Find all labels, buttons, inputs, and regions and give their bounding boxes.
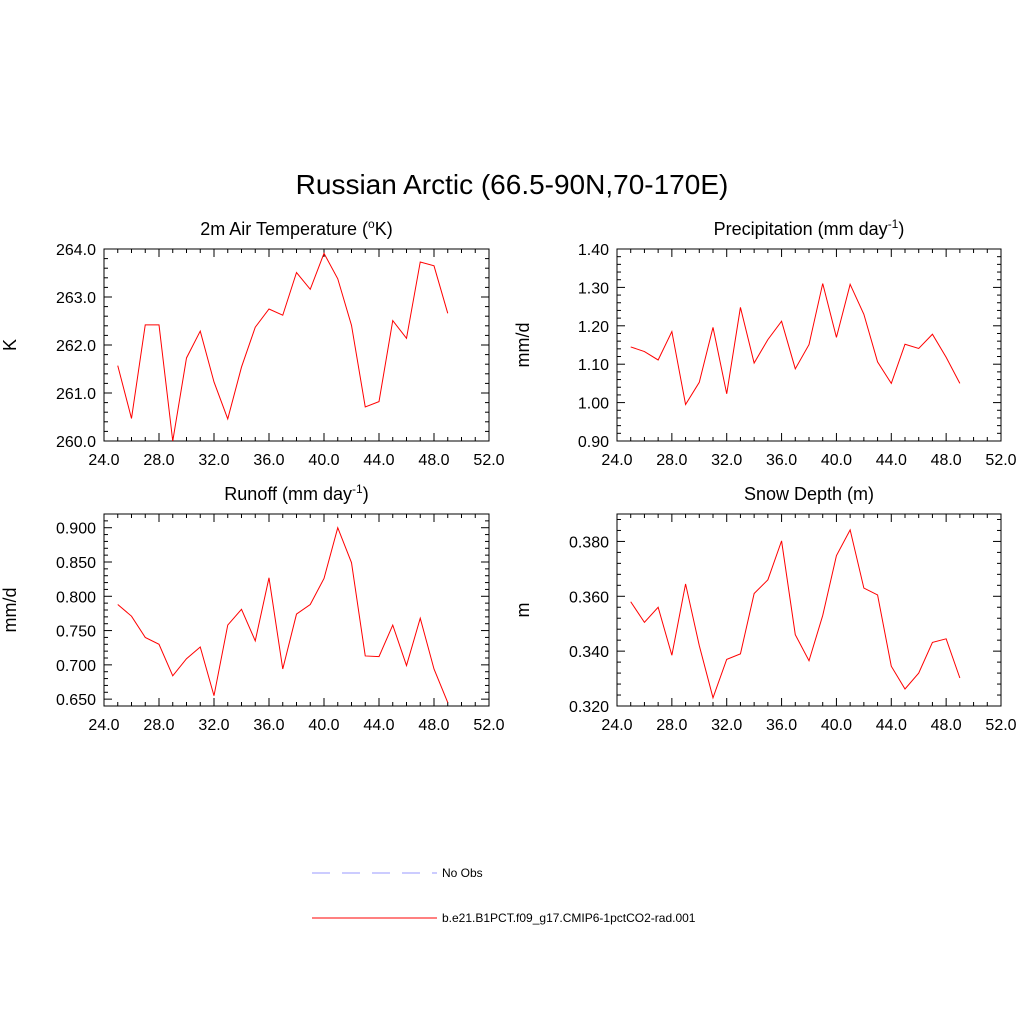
- series-line: [630, 528, 961, 700]
- x-tick-label: 28.0: [143, 717, 174, 734]
- panel-4: Snow Depth (m) 24.0 28.0 32.0 36.0 40.0 44.0 48…: [513, 484, 1017, 734]
- legend-label: No Obs: [442, 866, 483, 880]
- y-tick-label: 263.0: [56, 290, 96, 307]
- x-tick-label: 44.0: [363, 717, 394, 734]
- y-tick-label: 1.30: [578, 280, 609, 297]
- legend-label: b.e21.B1PCT.f09_g17.CMIP6-1pctCO2-rad.00…: [442, 911, 696, 925]
- x-tick-label: 40.0: [821, 452, 852, 469]
- x-tick-label: 24.0: [601, 452, 632, 469]
- x-tick-label: 32.0: [711, 717, 742, 734]
- x-tick-label: 48.0: [418, 717, 449, 734]
- x-tick-label: 44.0: [363, 452, 394, 469]
- x-tick-label: 52.0: [985, 452, 1016, 469]
- x-tick-label: 24.0: [88, 452, 119, 469]
- y-tick-label: 0.320: [569, 699, 609, 716]
- y-tick-label: 1.20: [578, 319, 609, 336]
- x-tick-label: 52.0: [985, 717, 1016, 734]
- series-line: [630, 282, 961, 406]
- y-axis-label: mm/d: [513, 323, 533, 368]
- y-tick-label: 1.40: [578, 242, 609, 259]
- x-tick-label: 32.0: [198, 452, 229, 469]
- panel-2: Precipitation (mm day-1) 24.0 28.0 32.0 36.0…: [513, 217, 1017, 469]
- panel-title: Snow Depth (m): [744, 484, 874, 504]
- y-tick-label: 0.700: [56, 658, 96, 675]
- y-axis-label: mm/d: [0, 588, 20, 633]
- y-tick-label: 0.340: [569, 644, 609, 661]
- y-tick-label: 261.0: [56, 386, 96, 403]
- panel-3: Runoff (mm day-1) 24.0 28.0 32.0 36.0 40.0 44.…: [0, 482, 505, 734]
- x-tick-label: 48.0: [418, 452, 449, 469]
- x-tick-label: 52.0: [473, 452, 504, 469]
- x-tick-label: 36.0: [253, 717, 284, 734]
- x-tick-label: 36.0: [766, 452, 797, 469]
- y-tick-label: 0.650: [56, 692, 96, 709]
- x-tick-label: 44.0: [876, 717, 907, 734]
- x-tick-label: 48.0: [931, 452, 962, 469]
- x-tick-label: 32.0: [711, 452, 742, 469]
- y-tick-label: 1.00: [578, 396, 609, 413]
- x-tick-label: 28.0: [656, 717, 687, 734]
- y-tick-label: 264.0: [56, 242, 96, 259]
- series-line: [117, 252, 449, 442]
- panel-1: 2m Air Temperature (oK) 24.0 28.0 32.0 36.0 4…: [0, 217, 505, 469]
- y-tick-label: 260.0: [56, 434, 96, 451]
- legend: No Obs b.e21.B1PCT.f09_g17.CMIP6-1pctCO2-…: [312, 866, 696, 925]
- y-tick-label: 0.380: [569, 534, 609, 551]
- x-tick-label: 24.0: [601, 717, 632, 734]
- legend-item: b.e21.B1PCT.f09_g17.CMIP6-1pctCO2-rad.00…: [312, 911, 696, 925]
- panel-title: Precipitation (mm day-1): [714, 217, 905, 239]
- x-tick-label: 32.0: [198, 717, 229, 734]
- y-tick-label: 262.0: [56, 338, 96, 355]
- x-tick-label: 28.0: [143, 452, 174, 469]
- x-tick-label: 28.0: [656, 452, 687, 469]
- y-tick-label: 0.900: [56, 521, 96, 538]
- panel-title: 2m Air Temperature (oK): [200, 217, 392, 239]
- x-tick-label: 24.0: [88, 717, 119, 734]
- y-tick-label: 1.10: [578, 357, 609, 374]
- y-tick-label: 0.850: [56, 555, 96, 572]
- y-tick-label: 0.360: [569, 589, 609, 606]
- x-tick-label: 48.0: [931, 717, 962, 734]
- y-tick-label: 0.90: [578, 434, 609, 451]
- y-tick-label: 0.750: [56, 624, 96, 641]
- x-tick-label: 44.0: [876, 452, 907, 469]
- legend-item: No Obs: [312, 866, 483, 880]
- x-tick-label: 40.0: [308, 717, 339, 734]
- figure-title: Russian Arctic (66.5-90N,70-170E): [296, 169, 729, 200]
- y-axis-label: m: [513, 603, 533, 618]
- series-line: [117, 526, 449, 703]
- x-tick-label: 52.0: [473, 717, 504, 734]
- plot-frame: [616, 513, 1002, 707]
- panel-title: Runoff (mm day-1): [224, 482, 368, 504]
- panels: 2m Air Temperature (oK) 24.0 28.0 32.0 36.0 4…: [0, 217, 1017, 734]
- plot-frame: [103, 513, 490, 707]
- x-tick-label: 36.0: [253, 452, 284, 469]
- x-tick-label: 40.0: [821, 717, 852, 734]
- y-axis-label: K: [0, 339, 20, 351]
- x-tick-label: 40.0: [308, 452, 339, 469]
- x-tick-label: 36.0: [766, 717, 797, 734]
- y-tick-label: 0.800: [56, 589, 96, 606]
